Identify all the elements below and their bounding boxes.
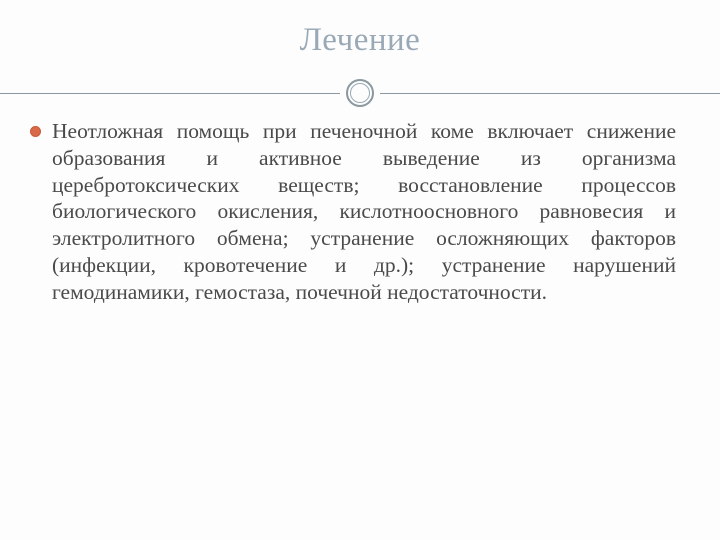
list-item-text: Неотложная помощь при печеночной коме вк… [52,118,676,305]
body-content: Неотложная помощь при печеночной коме вк… [30,118,676,305]
divider-ring-inner [350,83,370,103]
title-divider [0,78,720,108]
slide: Лечение Неотложная помощь при печеночной… [0,0,720,540]
slide-title: Лечение [0,22,720,59]
bullet-icon [30,126,41,137]
list-item: Неотложная помощь при печеночной коме вк… [30,118,676,305]
